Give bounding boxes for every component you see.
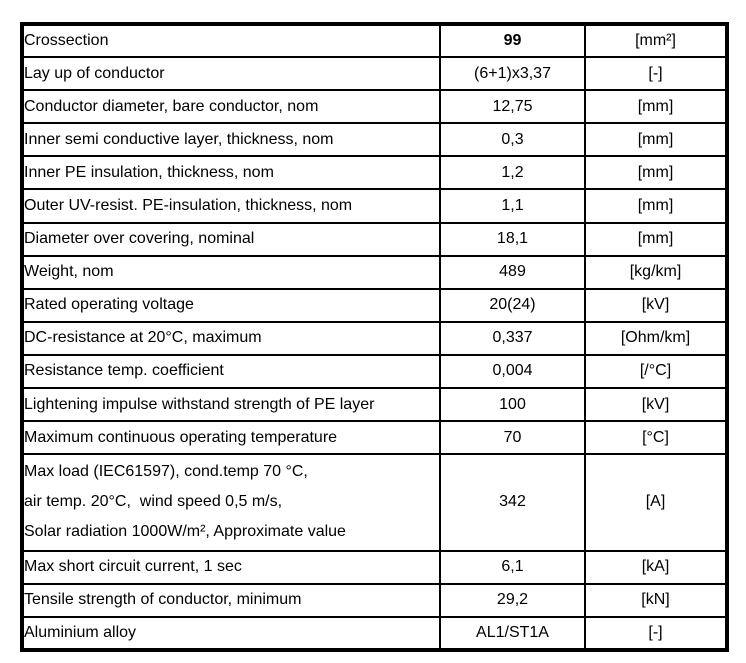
- table-row: Max short circuit current, 1 sec 6,1 [kA…: [21, 549, 728, 585]
- spec-value: 0,337: [439, 320, 586, 356]
- table-row: DC-resistance at 20°C, maximum 0,337 [Oh…: [21, 320, 728, 356]
- spec-value: 100: [439, 387, 586, 423]
- spec-label: Diameter over covering, nominal: [21, 221, 441, 257]
- spec-value: AL1/ST1A: [439, 615, 586, 652]
- spec-unit: [°C]: [584, 420, 728, 456]
- spec-value: 0,004: [439, 353, 586, 390]
- spec-value: (6+1)x3,37: [439, 56, 586, 92]
- spec-label: Resistance temp. coefficient: [21, 353, 441, 390]
- spec-unit: [mm]: [584, 155, 728, 191]
- spec-label: Crossection: [21, 22, 441, 59]
- spec-label: Outer UV-resist. PE-insulation, thicknes…: [21, 188, 441, 224]
- spec-label: Lightening impulse withstand strength of…: [21, 387, 441, 423]
- spec-unit: [mm]: [584, 188, 728, 224]
- spec-label: Max load (IEC61597), cond.temp 70 °C, ai…: [21, 453, 441, 552]
- spec-label: Rated operating voltage: [21, 287, 441, 323]
- table-row: Lay up of conductor (6+1)x3,37 [-]: [21, 56, 728, 92]
- table-row-max-load: Max load (IEC61597), cond.temp 70 °C, ai…: [21, 453, 728, 552]
- spec-table-body: Crossection 99 [mm²] Lay up of conductor…: [21, 22, 728, 652]
- spec-value: 70: [439, 420, 586, 456]
- table-row: Weight, nom 489 [kg/km]: [21, 254, 728, 290]
- table-row: Maximum continuous operating temperature…: [21, 420, 728, 456]
- spec-unit: [mm²]: [584, 22, 728, 59]
- spec-unit: [kV]: [584, 387, 728, 423]
- spec-unit: [kV]: [584, 287, 728, 323]
- spec-value: 20(24): [439, 287, 586, 323]
- spec-unit: [-]: [584, 56, 728, 92]
- spec-unit: [kA]: [584, 549, 728, 585]
- spec-value: 1,1: [439, 188, 586, 224]
- table-row: Diameter over covering, nominal 18,1 [mm…: [21, 221, 728, 257]
- spec-value: 1,2: [439, 155, 586, 191]
- spec-label: Inner PE insulation, thickness, nom: [21, 155, 441, 191]
- table-row: Lightening impulse withstand strength of…: [21, 387, 728, 423]
- table-row: Aluminium alloy AL1/ST1A [-]: [21, 615, 728, 652]
- spec-unit: [A]: [584, 453, 728, 552]
- spec-unit: [mm]: [584, 221, 728, 257]
- spec-unit: [kg/km]: [584, 254, 728, 290]
- spec-value: 12,75: [439, 89, 586, 125]
- spec-label: Conductor diameter, bare conductor, nom: [21, 89, 441, 125]
- table-row: Conductor diameter, bare conductor, nom …: [21, 89, 728, 125]
- spec-unit: [mm]: [584, 89, 728, 125]
- spec-label: Max short circuit current, 1 sec: [21, 549, 441, 585]
- spec-label: Lay up of conductor: [21, 56, 441, 92]
- table-row: Inner PE insulation, thickness, nom 1,2 …: [21, 155, 728, 191]
- spec-value: 6,1: [439, 549, 586, 585]
- spec-label: Maximum continuous operating temperature: [21, 420, 441, 456]
- spec-label: Weight, nom: [21, 254, 441, 290]
- table-row: Tensile strength of conductor, minimum 2…: [21, 582, 728, 618]
- conductor-spec-table: Crossection 99 [mm²] Lay up of conductor…: [20, 22, 729, 652]
- spec-label: DC-resistance at 20°C, maximum: [21, 320, 441, 356]
- spec-label: Inner semi conductive layer, thickness, …: [21, 122, 441, 158]
- table-row: Rated operating voltage 20(24) [kV]: [21, 287, 728, 323]
- spec-value: 99: [439, 22, 586, 59]
- spec-value: 489: [439, 254, 586, 290]
- spec-unit: [mm]: [584, 122, 728, 158]
- spec-value: 29,2: [439, 582, 586, 618]
- table-row: Inner semi conductive layer, thickness, …: [21, 122, 728, 158]
- spec-value: 18,1: [439, 221, 586, 257]
- spec-unit: [kN]: [584, 582, 728, 618]
- spec-unit: [-]: [584, 615, 728, 652]
- spec-unit: [/°C]: [584, 353, 728, 390]
- spec-label: Aluminium alloy: [21, 615, 441, 652]
- table-row: Outer UV-resist. PE-insulation, thicknes…: [21, 188, 728, 224]
- spec-value: 342: [439, 453, 586, 552]
- spec-unit: [Ohm/km]: [584, 320, 728, 356]
- table-row: Crossection 99 [mm²]: [21, 22, 728, 59]
- table-row: Resistance temp. coefficient 0,004 [/°C]: [21, 353, 728, 390]
- spec-label: Tensile strength of conductor, minimum: [21, 582, 441, 618]
- spec-value: 0,3: [439, 122, 586, 158]
